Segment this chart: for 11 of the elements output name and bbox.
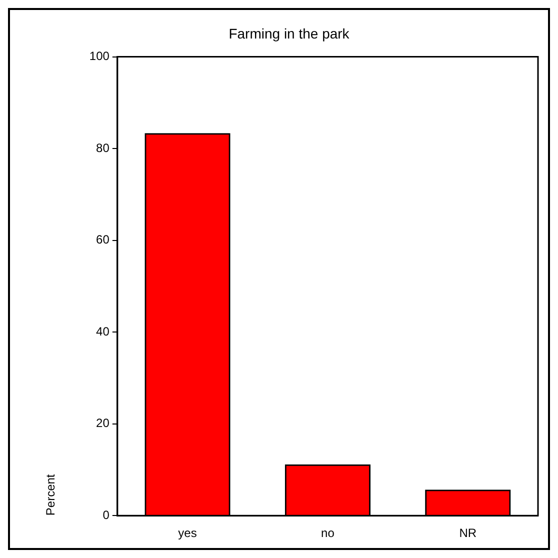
y-axis-title: Percent bbox=[44, 474, 58, 516]
x-tick-label: yes bbox=[178, 526, 197, 540]
y-tick-label: 0 bbox=[102, 508, 110, 522]
y-tick-label: 100 bbox=[89, 49, 110, 64]
y-tick-label: 60 bbox=[96, 232, 110, 247]
x-tick-label: no bbox=[321, 526, 335, 540]
y-tick-label: 40 bbox=[96, 324, 110, 338]
y-tick-label: 80 bbox=[96, 140, 110, 155]
y-tick-label: 20 bbox=[96, 416, 110, 430]
chart-title: Farming in the park bbox=[228, 25, 350, 42]
x-tick-label: NR bbox=[459, 526, 477, 540]
